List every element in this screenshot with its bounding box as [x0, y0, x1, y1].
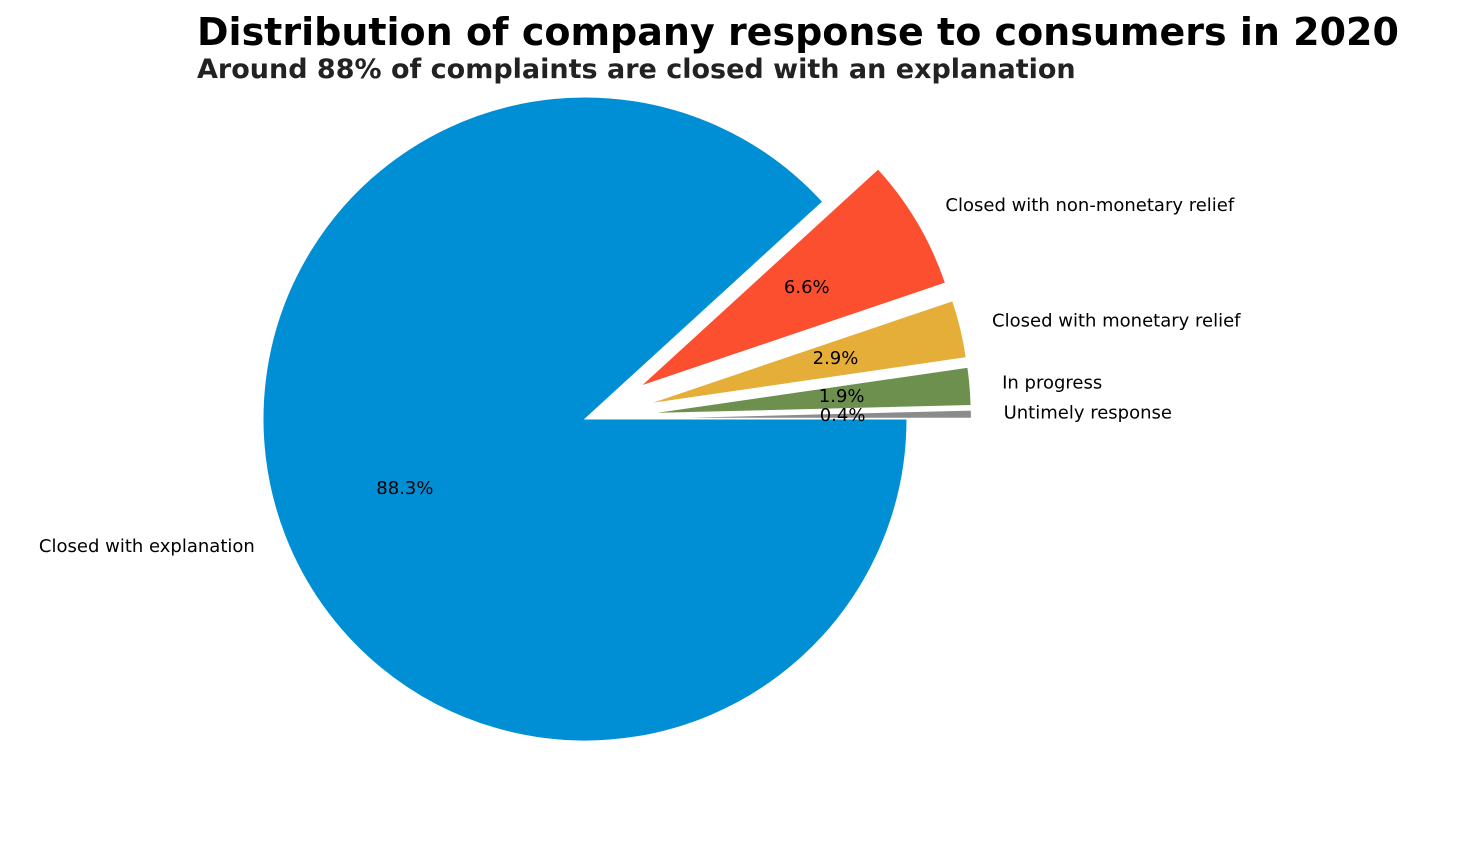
slice-label-4: Untimely response — [1004, 403, 1172, 424]
pie-slice-3 — [649, 366, 972, 415]
slice-label-3: In progress — [1002, 373, 1102, 394]
pie-labels: Closed with explanation 88.3% Closed with … — [39, 195, 1241, 557]
slice-label-1: Closed with non-monetary relief — [945, 195, 1234, 216]
pie-slice-1 — [640, 168, 947, 387]
slice-percent-3: 1.9% — [819, 386, 865, 407]
pie-slice-2 — [647, 300, 967, 405]
pie-slice-4 — [649, 409, 972, 419]
chart-title: Distribution of company response to cons… — [197, 10, 1399, 54]
pie-slices — [262, 96, 972, 742]
pie-slice-0 — [262, 96, 908, 742]
slice-percent-0: 88.3% — [376, 478, 433, 499]
slice-percent-2: 2.9% — [813, 348, 859, 369]
chart-subtitle: Around 88% of complaints are closed with… — [197, 54, 1076, 85]
slice-percent-1: 6.6% — [784, 277, 830, 298]
slice-label-2: Closed with monetary relief — [992, 310, 1241, 331]
slice-label-0: Closed with explanation — [39, 536, 255, 557]
slice-percent-4: 0.4% — [820, 405, 866, 426]
